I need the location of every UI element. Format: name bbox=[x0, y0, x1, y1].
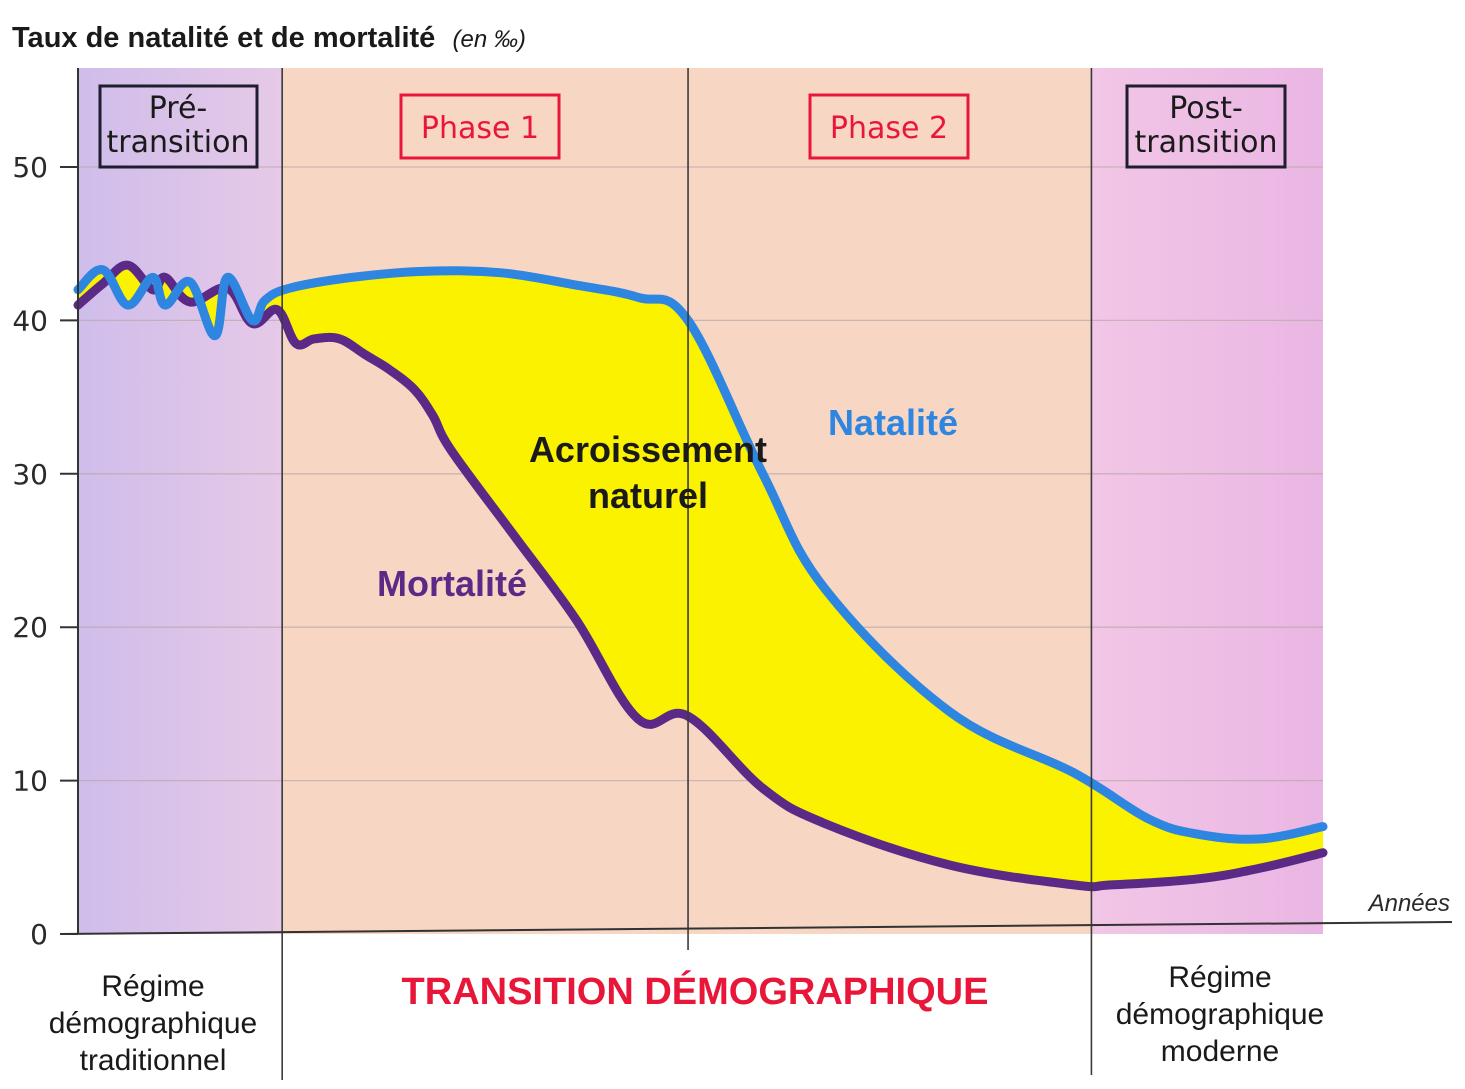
phase-box-phase-2: Phase 2 bbox=[808, 93, 970, 160]
bottom-right-line2: démographique bbox=[1116, 998, 1325, 1031]
phase-2-label: Phase 2 bbox=[830, 111, 948, 146]
bottom-left-line3: traditionnel bbox=[80, 1044, 227, 1077]
accroissement-label-line2: naturel bbox=[588, 475, 708, 516]
mortalite-annotation: Mortalité bbox=[377, 563, 527, 604]
chart-title-group: Taux de natalité et de mortalité (en ‰) bbox=[12, 20, 526, 54]
phase-box-pre-transition: Pré- transition bbox=[98, 84, 259, 169]
bottom-left-line1: Régime bbox=[101, 970, 204, 1003]
series-lines bbox=[73, 260, 1328, 892]
axes: 0 10 20 30 40 50 bbox=[12, 68, 1453, 1080]
phase-pre-line1: Pré- bbox=[149, 91, 208, 126]
bottom-right-line1: Régime bbox=[1168, 961, 1271, 994]
transition-demographique-label: TRANSITION DÉMOGRAPHIQUE bbox=[402, 969, 989, 1013]
y-tick-label-0: 0 bbox=[30, 918, 48, 951]
bottom-label-left: Régime démographique traditionnel bbox=[49, 970, 258, 1077]
phase-box-post-transition: Post- transition bbox=[1125, 84, 1287, 169]
x-axis-label: Années bbox=[1367, 890, 1450, 917]
bottom-left-line2: démographique bbox=[49, 1007, 258, 1040]
phase-post-line2: transition bbox=[1135, 125, 1278, 160]
phase-background-0 bbox=[78, 68, 283, 934]
phase-pre-line2: transition bbox=[107, 125, 250, 160]
y-tick-label-30: 30 bbox=[12, 458, 48, 491]
phase-background-3 bbox=[1091, 68, 1323, 934]
y-tick-label-20: 20 bbox=[12, 611, 48, 644]
accroissement-label-line1: Acroissement bbox=[529, 429, 767, 470]
natalite-annotation: Natalité bbox=[828, 402, 958, 443]
phase-post-line1: Post- bbox=[1169, 91, 1243, 126]
x-axis-line bbox=[59, 921, 1453, 935]
mortalite-line bbox=[73, 260, 1328, 892]
bottom-label-right: Régime démographique moderne bbox=[1116, 961, 1325, 1068]
accroissement-area bbox=[78, 265, 1323, 887]
accroissement-fill bbox=[78, 265, 1323, 887]
chart-title: Taux de natalité et de mortalité bbox=[12, 22, 435, 54]
y-tick-label-40: 40 bbox=[12, 304, 48, 337]
phase-box-phase-1: Phase 1 bbox=[399, 93, 561, 160]
y-tick-label-50: 50 bbox=[12, 151, 48, 184]
chart-title-unit: (en ‰) bbox=[453, 26, 526, 53]
bottom-right-line3: moderne bbox=[1161, 1035, 1279, 1068]
phase-1-label: Phase 1 bbox=[421, 111, 539, 146]
y-tick-label-10: 10 bbox=[12, 765, 48, 798]
natalite-line bbox=[73, 265, 1328, 844]
